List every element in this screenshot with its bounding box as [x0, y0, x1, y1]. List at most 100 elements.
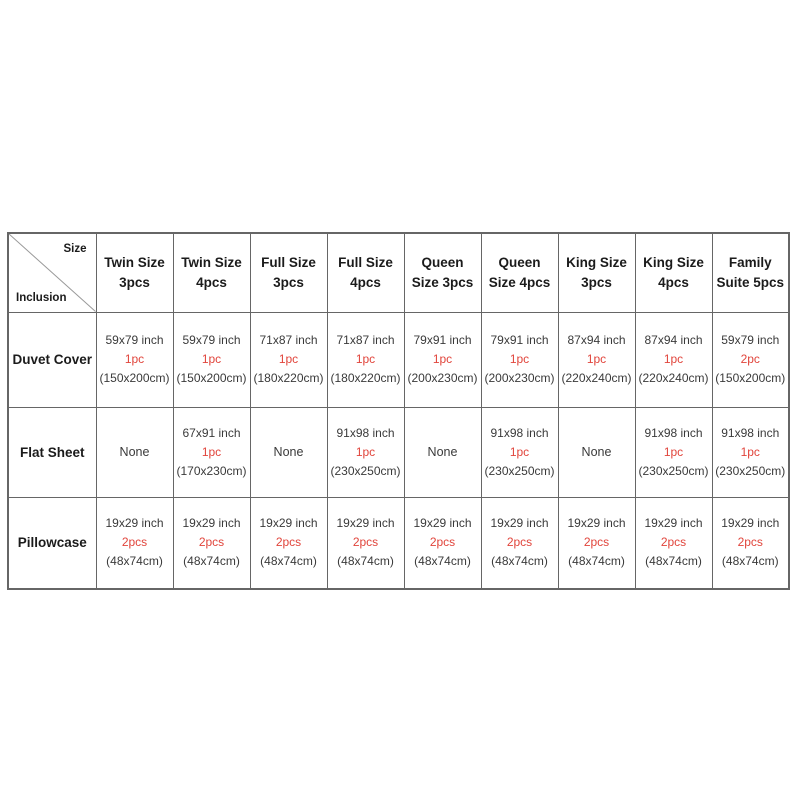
spec-cell: 19x29 inch 2pcs (48x74cm) [249, 496, 328, 590]
header-line: 3pcs [581, 274, 612, 290]
header-line: Size 4pcs [488, 274, 551, 290]
spec-cell: None [557, 406, 636, 498]
spec-cell: 91x98 inch 1pc (230x250cm) [711, 406, 790, 498]
size-cm: (230x250cm) [484, 463, 555, 478]
header-twin-size-4pcs: Twin Size 4pcs [172, 232, 251, 313]
quantity: 2pcs [583, 535, 610, 550]
size-cm: (180x220cm) [330, 371, 401, 385]
spec-cell: 59x79 inch 1pc (150x200cm) [172, 311, 251, 408]
spec-cell: 91x98 inch 1pc (230x250cm) [480, 406, 559, 498]
size-cm: (220x240cm) [561, 371, 632, 385]
size-cm: (150x200cm) [176, 371, 247, 385]
size-inch: 59x79 inch [182, 333, 241, 347]
quantity: 2pcs [660, 535, 687, 550]
size-inch: 19x29 inch [105, 516, 164, 531]
size-cm: (230x250cm) [638, 463, 709, 478]
header-line: Twin Size [181, 254, 242, 270]
size-inch: 91x98 inch [336, 425, 395, 440]
spec-cell: 71x87 inch 1pc (180x220cm) [249, 311, 328, 408]
header-line: 4pcs [350, 274, 381, 290]
header-line: Full Size [338, 254, 393, 270]
quantity: 1pc [586, 352, 607, 366]
size-cm: (150x200cm) [99, 371, 170, 385]
spec-cell: 19x29 inch 2pcs (48x74cm) [172, 496, 251, 590]
none-value: None [581, 444, 612, 459]
size-inch: 87x94 inch [644, 333, 703, 347]
quantity: 1pc [740, 444, 760, 459]
header-line: 3pcs [273, 274, 304, 290]
quantity: 2pcs [198, 535, 225, 550]
size-cm: (48x74cm) [645, 554, 702, 569]
size-cm: (48x74cm) [491, 554, 548, 569]
spec-cell: None [249, 406, 328, 498]
header-line: 3pcs [119, 274, 150, 290]
header-line: 4pcs [196, 274, 227, 290]
row-label-duvet-cover: Duvet Cover [7, 311, 97, 408]
corner-size-label: Size [63, 243, 87, 255]
header-line: King Size [566, 254, 627, 270]
spec-cell: 19x29 inch 2pcs (48x74cm) [557, 496, 636, 590]
flat-sheet-row: Flat Sheet None 67x91 inch 1pc (170x230cm)… [7, 406, 790, 498]
size-cm: (180x220cm) [253, 371, 324, 385]
size-cm: (48x74cm) [106, 554, 163, 569]
header-queen-size-4pcs: Queen Size 4pcs [480, 232, 559, 313]
spec-cell: 79x91 inch 1pc (200x230cm) [403, 311, 482, 408]
size-inch: 79x91 inch [413, 333, 472, 347]
header-line: 4pcs [658, 274, 689, 290]
quantity: 1pc [663, 444, 684, 459]
size-cm: (150x200cm) [715, 371, 786, 385]
size-cm: (48x74cm) [260, 554, 317, 569]
size-cm: (48x74cm) [337, 554, 394, 569]
header-line: King Size [643, 254, 704, 270]
spec-cell: 79x91 inch 1pc (200x230cm) [480, 311, 559, 408]
quantity: 1pc [663, 352, 684, 366]
spec-cell: 67x91 inch 1pc (170x230cm) [172, 406, 251, 498]
spec-cell: 87x94 inch 1pc (220x240cm) [557, 311, 636, 408]
spec-cell: 91x98 inch 1pc (230x250cm) [326, 406, 405, 498]
quantity: 2pcs [121, 535, 148, 550]
header-line: Suite 5pcs [716, 274, 785, 290]
size-cm: (48x74cm) [721, 554, 779, 569]
none-value: None [119, 444, 150, 459]
spec-cell: 19x29 inch 2pcs (48x74cm) [480, 496, 559, 590]
size-cm: (48x74cm) [568, 554, 625, 569]
size-inch: 71x87 inch [336, 333, 395, 347]
size-inch: 91x98 inch [721, 425, 780, 440]
size-inch: 19x29 inch [259, 516, 318, 531]
quantity: 1pc [432, 352, 453, 366]
size-cm: (170x230cm) [176, 463, 247, 478]
header-queen-size-3pcs: Queen Size 3pcs [403, 232, 482, 313]
size-inch: 19x29 inch [413, 516, 472, 531]
quantity: 1pc [355, 352, 376, 366]
quantity: 1pc [201, 444, 222, 459]
size-inch: 19x29 inch [721, 516, 780, 531]
pillowcase-row: Pillowcase 19x29 inch 2pcs (48x74cm) 19x29… [7, 496, 790, 590]
quantity: 1pc [509, 444, 530, 459]
size-inch: 19x29 inch [336, 516, 395, 531]
quantity: 1pc [509, 352, 530, 366]
size-cm: (200x230cm) [484, 371, 555, 385]
size-inch: 91x98 inch [644, 425, 703, 440]
spec-cell: 87x94 inch 1pc (220x240cm) [634, 311, 713, 408]
header-line: Twin Size [104, 254, 165, 270]
corner-cell: Size Inclusion [7, 232, 97, 313]
spec-cell: 19x29 inch 2pcs (48x74cm) [634, 496, 713, 590]
header-line: Queen [498, 254, 541, 270]
spec-cell: 19x29 inch 2pcs (48x74cm) [711, 496, 790, 590]
header-line: Queen [421, 254, 464, 270]
spec-cell: 71x87 inch 1pc (180x220cm) [326, 311, 405, 408]
spec-cell: 19x29 inch 2pcs (48x74cm) [326, 496, 405, 590]
header-line: Family [728, 254, 772, 270]
duvet-cover-row: Duvet Cover 59x79 inch 1pc (150x200cm) 59x… [7, 311, 790, 408]
none-value: None [427, 444, 458, 459]
size-cm: (230x250cm) [330, 463, 401, 478]
spec-cell: 59x79 inch 2pc (150x200cm) [711, 311, 790, 408]
bedding-size-chart-table: Size Inclusion Twin Size 3pcs Twin Size 4p… [7, 232, 790, 590]
size-inch: 59x79 inch [105, 333, 164, 347]
header-family-suite-5pcs: Family Suite 5pcs [711, 232, 790, 313]
quantity: 1pc [124, 352, 145, 366]
header-twin-size-3pcs: Twin Size 3pcs [95, 232, 174, 313]
size-inch: 71x87 inch [259, 333, 318, 347]
diagonal-divider-line [9, 234, 96, 312]
size-cm: (220x240cm) [638, 371, 709, 385]
